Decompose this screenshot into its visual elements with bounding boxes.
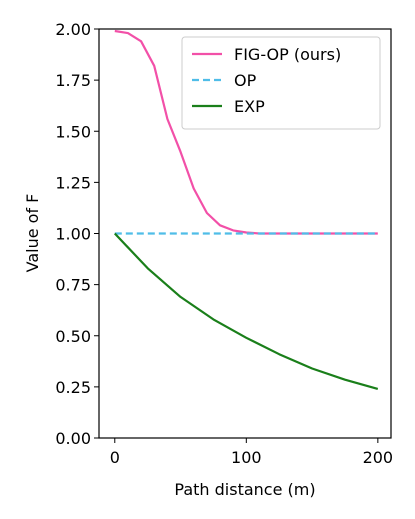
legend: FIG-OP (ours) OP EXP xyxy=(181,36,381,130)
plot-frame xyxy=(98,28,392,439)
y-tick-label: 0.75 xyxy=(55,276,91,295)
x-tick-label: 200 xyxy=(363,448,394,467)
y-tick-label: 1.75 xyxy=(55,71,91,90)
y-tick-label: 0.00 xyxy=(55,429,91,448)
legend-label-exp: EXP xyxy=(234,97,265,116)
y-tick-label: 0.25 xyxy=(55,378,91,397)
legend-box xyxy=(181,36,381,130)
y-axis-label: Value of F xyxy=(23,194,42,273)
legend-label-op: OP xyxy=(234,71,257,90)
x-tick-label: 100 xyxy=(231,448,262,467)
series-line-exp xyxy=(114,232,379,390)
y-tick-label: 1.25 xyxy=(55,173,91,192)
y-tick-label: 0.50 xyxy=(55,327,91,346)
legend-label-fig-op-ours: FIG-OP (ours) xyxy=(234,45,341,64)
y-tick-label: 2.00 xyxy=(55,20,91,39)
axis-ticks: 0.00 0.25 0.50 0.75 1.00 1.25 1.50 1.75 2.00 0 100… xyxy=(55,20,393,467)
y-tick-label: 1.50 xyxy=(55,122,91,141)
chart-marks xyxy=(114,29,379,390)
x-tick-label: 0 xyxy=(110,448,120,467)
x-axis-label: Path distance (m) xyxy=(174,480,315,499)
y-tick-label: 1.00 xyxy=(55,225,91,244)
